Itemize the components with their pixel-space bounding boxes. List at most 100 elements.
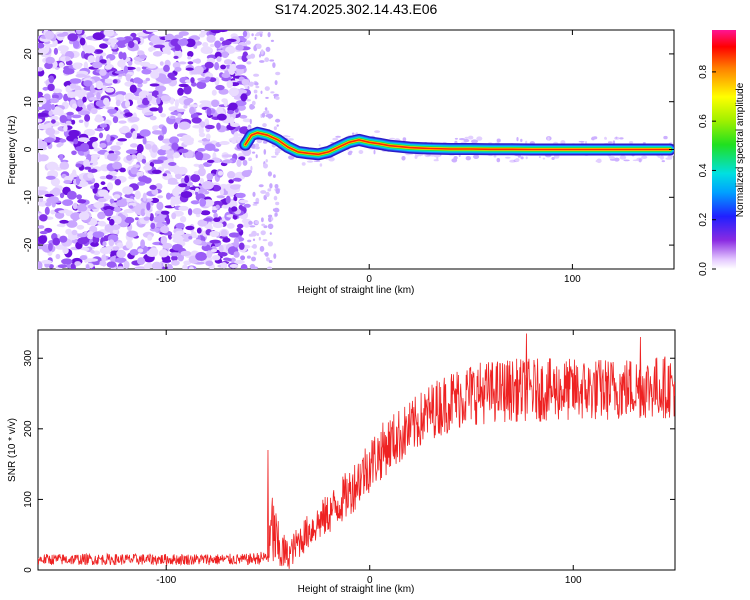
noise-blob	[45, 127, 56, 136]
noise-blob	[157, 135, 164, 141]
noise-blob	[275, 71, 281, 76]
noise-blob	[61, 258, 73, 265]
noise-blob	[118, 120, 127, 124]
noise-blob	[202, 180, 214, 190]
noise-blob	[174, 34, 184, 39]
noise-blob	[246, 255, 251, 259]
noise-blob	[83, 159, 90, 166]
noise-blob	[270, 91, 275, 94]
noise-blob	[180, 177, 185, 184]
noise-blob	[255, 43, 262, 49]
noise-blob	[52, 88, 63, 94]
noise-blob	[263, 225, 268, 229]
colorbar-tick-label: 0.6	[698, 114, 709, 128]
noise-blob	[255, 154, 258, 159]
noise-blob	[525, 156, 528, 160]
noise-blob	[99, 59, 107, 64]
noise-blob	[83, 247, 90, 251]
noise-blob	[226, 80, 233, 89]
noise-blob	[267, 241, 273, 247]
noise-blob	[261, 217, 264, 223]
noise-blob	[200, 46, 213, 55]
noise-blob	[236, 227, 242, 233]
noise-blob	[216, 56, 222, 62]
noise-blob	[272, 208, 276, 212]
noise-blob	[623, 159, 630, 162]
noise-blob	[183, 98, 191, 106]
noise-blob	[262, 239, 268, 242]
y-tick-label: 20	[23, 48, 34, 60]
noise-blob	[121, 198, 127, 202]
noise-blob	[238, 156, 246, 161]
noise-blob	[77, 233, 88, 238]
noise-blob	[38, 140, 45, 148]
noise-blob	[146, 249, 158, 257]
noise-blob	[197, 219, 208, 227]
noise-blob	[233, 239, 239, 248]
noise-blob	[102, 38, 109, 42]
y-tick-label: 200	[23, 420, 34, 437]
noise-blob	[259, 245, 265, 252]
noise-blob	[151, 130, 163, 135]
noise-blob	[198, 164, 205, 169]
noise-blob	[200, 121, 206, 128]
noise-blob	[137, 98, 142, 106]
spectrogram-noise	[38, 30, 674, 269]
noise-blob	[62, 68, 75, 75]
noise-blob	[113, 194, 121, 199]
noise-blob	[263, 163, 268, 169]
noise-blob	[258, 31, 264, 34]
noise-blob	[172, 152, 181, 159]
noise-blob	[51, 187, 61, 196]
noise-blob	[255, 85, 260, 89]
noise-blob	[63, 93, 69, 102]
noise-blob	[258, 236, 261, 241]
noise-blob	[167, 181, 179, 185]
noise-blob	[193, 239, 202, 245]
noise-blob	[190, 77, 195, 84]
noise-blob	[41, 259, 53, 264]
noise-blob	[183, 139, 194, 146]
noise-blob	[149, 83, 160, 87]
noise-blob	[221, 40, 232, 46]
noise-blob	[84, 166, 92, 170]
noise-blob	[59, 138, 67, 143]
noise-blob	[141, 158, 147, 164]
noise-blob	[104, 64, 113, 70]
noise-blob	[200, 79, 210, 83]
noise-blob	[252, 151, 256, 154]
noise-blob	[153, 44, 165, 49]
noise-blob	[117, 138, 128, 142]
noise-blob	[247, 239, 252, 243]
noise-blob	[221, 72, 231, 78]
noise-blob	[129, 84, 137, 94]
noise-blob	[77, 137, 90, 143]
noise-blob	[97, 221, 102, 226]
noise-blob	[214, 62, 220, 71]
noise-blob	[141, 68, 152, 75]
noise-blob	[206, 173, 214, 181]
noise-blob	[201, 242, 208, 247]
colorbar-ticks: 0.0 0.2 0.4 0.6 0.8	[698, 64, 716, 276]
noise-blob	[160, 145, 171, 151]
noise-blob	[136, 152, 143, 161]
noise-blob	[72, 40, 80, 49]
noise-blob	[129, 249, 139, 256]
noise-blob	[78, 211, 90, 221]
noise-blob	[221, 154, 234, 158]
noise-blob	[76, 224, 85, 230]
noise-blob	[496, 138, 501, 143]
y-tick-label: -20	[23, 237, 34, 252]
noise-blob	[219, 187, 224, 196]
noise-blob	[351, 132, 355, 135]
noise-blob	[158, 105, 163, 114]
noise-blob	[254, 34, 260, 37]
noise-blob	[471, 139, 478, 144]
noise-blob	[262, 140, 268, 144]
noise-blob	[204, 61, 214, 69]
noise-blob	[99, 175, 108, 180]
noise-blob	[115, 99, 121, 107]
noise-blob	[75, 73, 87, 78]
noise-blob	[72, 202, 78, 210]
noise-blob	[123, 65, 128, 74]
